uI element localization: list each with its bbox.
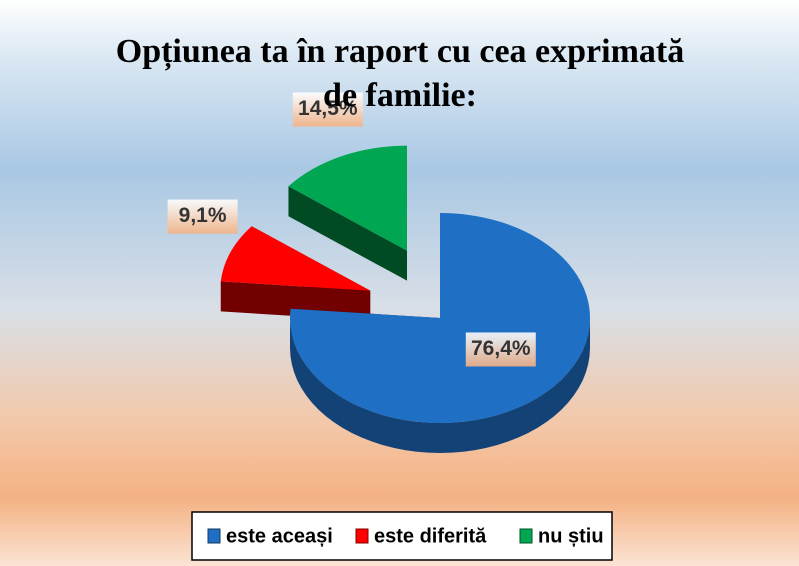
- data-label-box: [292, 92, 363, 127]
- legend-label: este diferită: [374, 525, 487, 547]
- chart-title: Opțiunea ta în raport cu cea exprimată d…: [115, 33, 685, 114]
- slice-top: [290, 213, 590, 424]
- slice-top: [220, 226, 371, 291]
- legend-swatch: [355, 528, 369, 544]
- data-label-box: [465, 332, 536, 367]
- slice: [220, 226, 371, 321]
- legend-swatch: [519, 528, 533, 544]
- slice-top: [288, 145, 408, 251]
- slice-side: [288, 186, 408, 281]
- data-label: 14,5%: [298, 97, 358, 120]
- legend-label: este aceași: [226, 525, 333, 547]
- legend-swatch: [207, 528, 221, 544]
- data-label: 9,1%: [179, 204, 227, 227]
- data-label-box: [167, 199, 238, 234]
- legend-box: [191, 511, 613, 561]
- data-label: 76,4%: [471, 337, 531, 360]
- legend-label: nu știu: [538, 525, 604, 547]
- slice: [290, 213, 590, 453]
- slice: [288, 145, 408, 281]
- slice-side: [290, 318, 590, 453]
